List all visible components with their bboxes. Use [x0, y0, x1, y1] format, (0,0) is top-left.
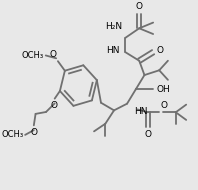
Text: O: O: [50, 101, 57, 110]
Text: HN: HN: [134, 107, 148, 116]
Text: OCH₃: OCH₃: [1, 130, 23, 139]
Text: H₂N: H₂N: [105, 22, 122, 31]
Text: O: O: [144, 130, 151, 139]
Text: O: O: [49, 50, 56, 59]
Text: OH: OH: [157, 85, 170, 94]
Text: O: O: [157, 46, 164, 55]
Text: HN: HN: [107, 46, 120, 55]
Text: O: O: [30, 128, 37, 137]
Text: O: O: [161, 101, 168, 110]
Text: O: O: [136, 2, 143, 11]
Text: OCH₃: OCH₃: [22, 51, 44, 60]
